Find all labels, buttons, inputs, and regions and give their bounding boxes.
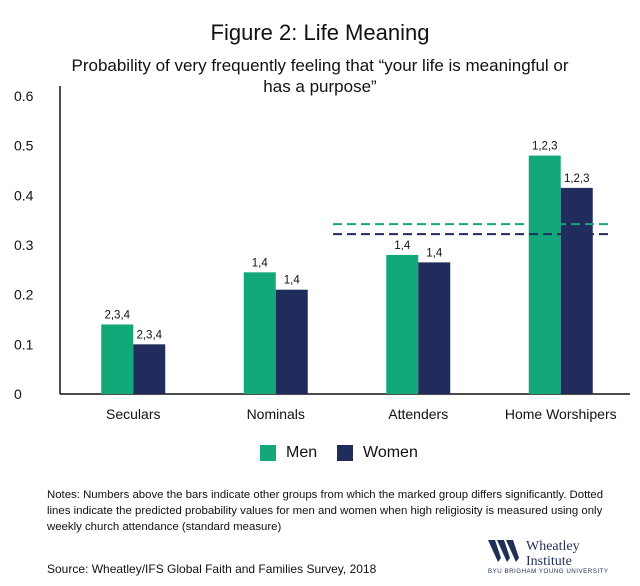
y-tick-label: 0.6 [14, 88, 34, 104]
y-tick-label: 0.1 [14, 336, 34, 352]
chart-subtitle: Probability of very frequently feeling t… [71, 56, 569, 96]
x-category-label: Seculars [106, 406, 160, 422]
chart-title: Figure 2: Life Meaning [210, 20, 430, 45]
legend-item-men: Men [260, 444, 317, 462]
x-category-label: Attenders [388, 406, 448, 422]
bar-men [386, 254, 419, 394]
source-text: Source: Wheatley/IFS Global Faith and Fa… [47, 562, 377, 576]
logo-name: Wheatley Institute [526, 539, 580, 569]
logo-name-line2: Institute [526, 554, 572, 569]
data-label-women: 1,4 [284, 275, 301, 287]
y-tick-label: 0.5 [14, 138, 34, 154]
wheatley-logo-mark-icon [488, 540, 519, 562]
legend-swatch-men [260, 445, 276, 461]
data-label-men: 1,4 [252, 257, 269, 269]
legend-item-women: Women [337, 444, 418, 462]
bar-men [243, 272, 276, 394]
data-label-women: 2,3,4 [136, 329, 162, 341]
data-label-women: 1,4 [426, 247, 443, 259]
bar-women [418, 262, 451, 394]
bar-men [528, 155, 561, 394]
bar-men [101, 324, 134, 394]
data-label-men: 1,2,3 [532, 141, 558, 153]
bar-chart: 0 0.1 0.2 0.3 0.4 0.5 0.6 2,3,4 2,3,4 Seculars 1,4… [14, 86, 630, 422]
logo-name-line1: Wheatley [526, 539, 580, 554]
notes-text: Notes: Numbers above the bars indicate o… [47, 489, 604, 533]
x-category-label: Home Worshipers [505, 406, 617, 422]
y-tick-label: 0.3 [14, 237, 34, 253]
legend-label-men: Men [286, 444, 318, 461]
y-tick-label: 0.2 [14, 287, 34, 303]
logo-byu-text: BYU BRIGHAM YOUNG UNIVERSITY [488, 568, 609, 575]
legend-swatch-women [337, 445, 353, 461]
bar-women [133, 344, 166, 394]
bar-women [560, 187, 593, 394]
bar-women [275, 289, 308, 394]
x-category-label: Nominals [247, 406, 305, 422]
y-tick-label: 0.4 [14, 187, 34, 203]
legend-label-women: Women [363, 444, 418, 461]
data-label-men: 2,3,4 [104, 309, 130, 321]
wheatley-logo: Wheatley Institute BYU BRIGHAM YOUNG UNI… [488, 538, 628, 582]
data-label-women: 1,2,3 [564, 173, 590, 185]
data-label-men: 1,4 [394, 240, 411, 252]
legend: Men Women [0, 444, 640, 464]
y-tick-label: 0 [14, 386, 22, 402]
